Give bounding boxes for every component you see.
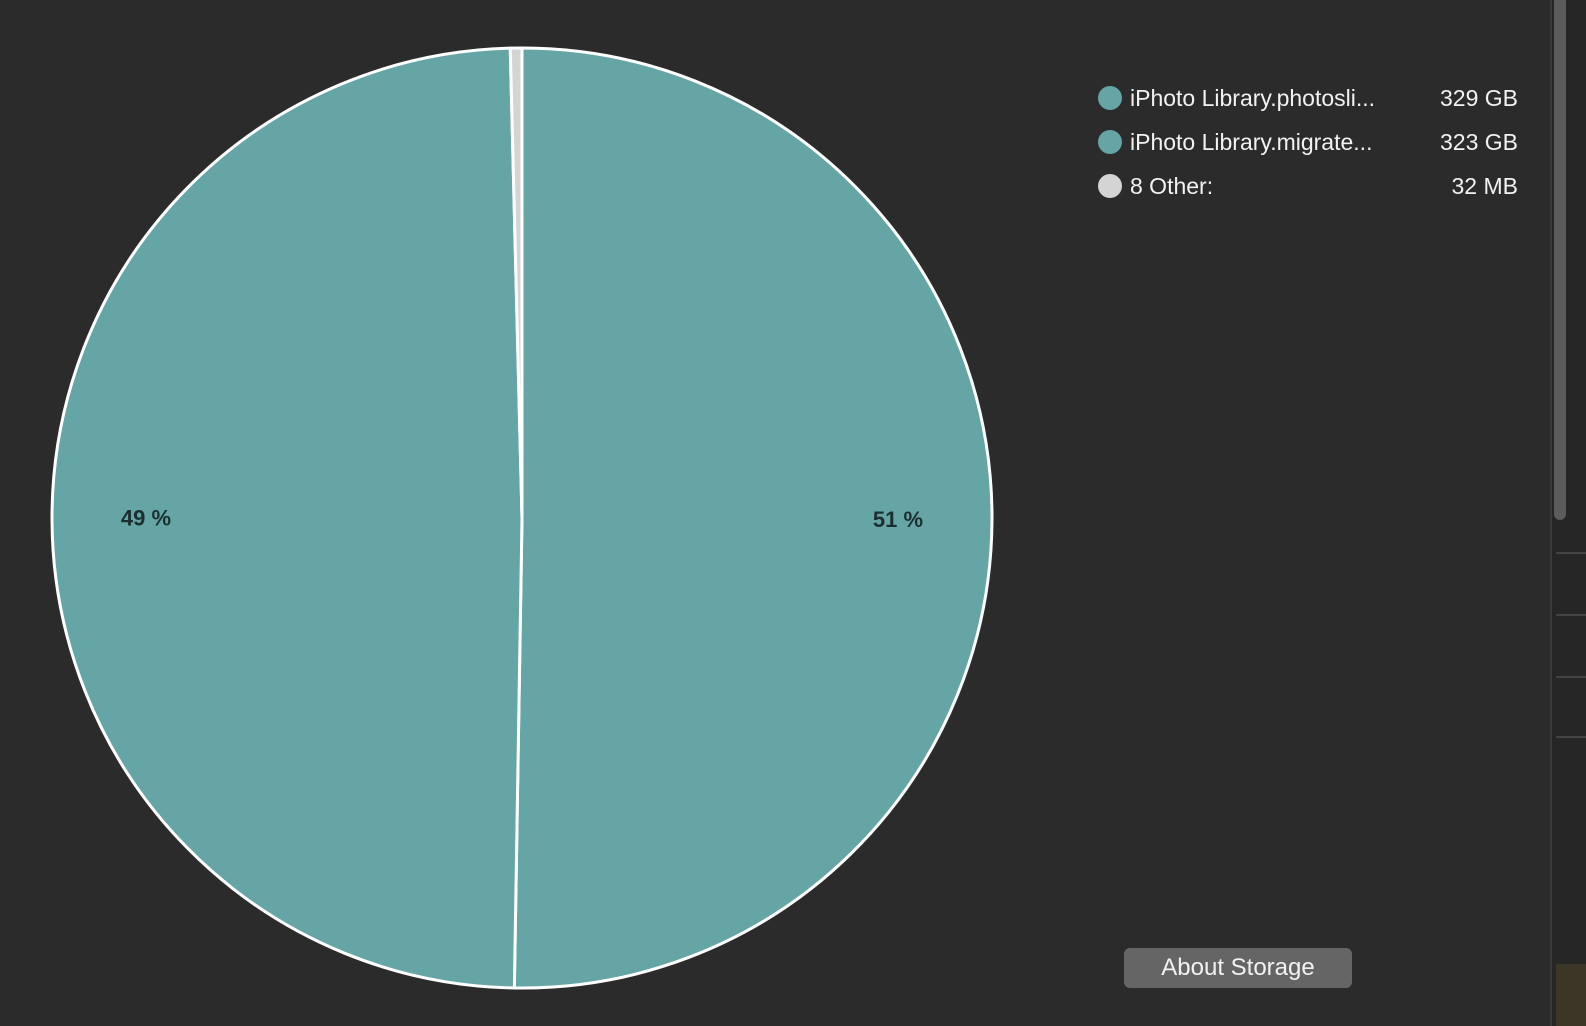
legend-item-size: 32 MB — [1451, 172, 1518, 199]
panel-divider — [1550, 0, 1552, 1026]
legend-swatch-dot — [1098, 86, 1122, 110]
pie-slice[interactable] — [512, 46, 994, 990]
pie-slice[interactable] — [508, 46, 524, 520]
legend: iPhoto Library.photosli... 329 GB iPhoto… — [1098, 76, 1518, 208]
legend-item-name: iPhoto Library.migrate... — [1130, 128, 1373, 155]
adjacent-panel-row-divider — [1556, 552, 1586, 554]
pie-percent-label: 49 % — [121, 505, 171, 530]
legend-item-name: iPhoto Library.photosli... — [1130, 84, 1376, 111]
adjacent-panel-row-divider — [1556, 676, 1586, 678]
legend-item-migrated-library[interactable]: iPhoto Library.migrate... 323 GB — [1098, 120, 1518, 164]
adjacent-panel-row-divider — [1556, 736, 1586, 738]
pie-slice[interactable] — [50, 46, 524, 990]
pie-percent-label: 51 % — [873, 507, 923, 532]
about-storage-button[interactable]: About Storage — [1124, 948, 1352, 988]
legend-item-size: 329 GB — [1440, 84, 1518, 111]
legend-item-photoslibrary[interactable]: iPhoto Library.photosli... 329 GB — [1098, 76, 1518, 120]
legend-item-other[interactable]: 8 Other: 32 MB — [1098, 164, 1518, 208]
legend-swatch-dot — [1098, 130, 1122, 154]
scrollbar-thumb[interactable] — [1554, 0, 1566, 520]
legend-swatch-dot — [1098, 174, 1122, 198]
adjacent-panel-row-divider — [1556, 614, 1586, 616]
adjacent-panel-edge — [1556, 964, 1586, 1026]
legend-item-name: 8 Other: — [1130, 172, 1214, 199]
legend-item-size: 323 GB — [1440, 128, 1518, 155]
